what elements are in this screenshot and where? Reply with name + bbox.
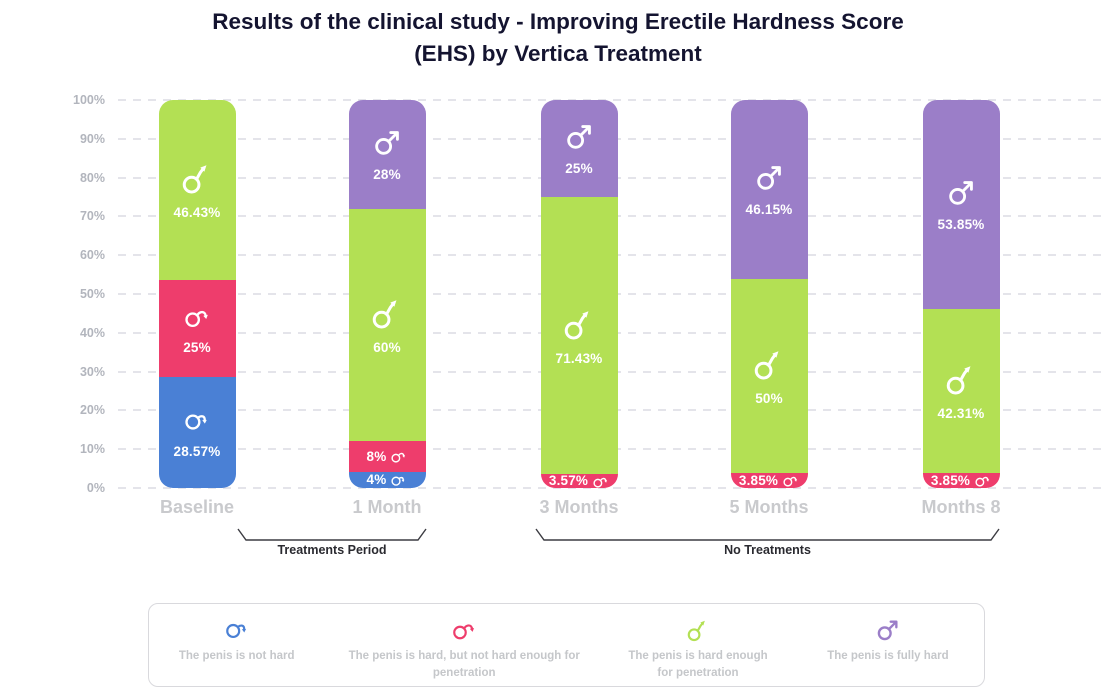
legend-item-label: The penis is hard, but not hard enough f… bbox=[348, 650, 580, 680]
male-rising-icon bbox=[179, 160, 215, 196]
male-rising-icon bbox=[369, 295, 405, 331]
male-semi-icon bbox=[390, 448, 407, 465]
y-axis-tick-label: 0% bbox=[86, 481, 105, 495]
bar-baseline: 46.43% 25% 28.57% bbox=[158, 100, 236, 488]
bracket-no-treatments: No Treatments bbox=[535, 528, 1000, 562]
chart-title: Results of the clinical study - Improvin… bbox=[0, 6, 1116, 70]
male-semi-icon bbox=[183, 303, 211, 331]
bar-segment-hard_enough: 60% bbox=[348, 208, 426, 442]
x-axis-label-baseline: Baseline bbox=[159, 497, 235, 517]
bar-segment-hard_enough: 42.31% bbox=[922, 308, 1000, 474]
male-semi-icon bbox=[451, 617, 477, 643]
bar-segment-not_hard: 4% bbox=[348, 472, 426, 488]
segment-value-label: 25% bbox=[565, 161, 593, 176]
y-axis-tick-label: 100% bbox=[73, 93, 105, 107]
legend: The penis is not hard The penis is hard, … bbox=[148, 603, 985, 687]
x-axis-label-5-months: 5 Months bbox=[729, 497, 809, 517]
bar-segment-hard_enough: 71.43% bbox=[540, 197, 618, 475]
legend-item-fully_hard: The penis is fully hard bbox=[792, 617, 984, 665]
y-axis-tick-label: 50% bbox=[79, 287, 105, 301]
legend-item-label: The penis is not hard bbox=[178, 650, 295, 662]
y-axis-tick-label: 70% bbox=[79, 209, 105, 224]
male-rising-icon bbox=[561, 306, 597, 342]
male-straight-icon bbox=[564, 121, 595, 152]
y-axis-tick-label: 90% bbox=[79, 131, 105, 146]
bracket-label: Treatments Period bbox=[277, 543, 387, 557]
y-axis-tick-label: 40% bbox=[79, 325, 105, 340]
male-droop-icon bbox=[224, 617, 250, 643]
bar-1-month: 28% 60% 8% 4% bbox=[348, 100, 426, 488]
male-straight-icon bbox=[875, 617, 901, 643]
segment-value-label: 3.85% bbox=[738, 472, 779, 488]
male-semi-icon bbox=[974, 472, 991, 488]
y-axis-tick-label: 80% bbox=[79, 170, 105, 185]
legend-item-hard_not_enough: The penis is hard, but not hard enough f… bbox=[324, 617, 604, 683]
segment-value-label: 46.43% bbox=[173, 205, 221, 221]
bar-segment-hard_enough: 50% bbox=[730, 279, 808, 474]
bar-3-months: 25% 71.43% 3.57% bbox=[540, 100, 618, 488]
segment-value-label: 28% bbox=[373, 166, 401, 182]
segment-value-label: 42.31% bbox=[937, 405, 985, 421]
gridline bbox=[118, 487, 1106, 489]
x-axis-label-3-months: 3 Months bbox=[539, 497, 619, 517]
legend-item-label: The penis is hard enough for penetration bbox=[628, 650, 768, 680]
chart-title-line1: Results of the clinical study - Improvin… bbox=[212, 9, 904, 34]
segment-value-label: 46.15% bbox=[745, 202, 793, 218]
x-axis-label-months-8: Months 8 bbox=[921, 497, 1001, 517]
bar-segment-hard_not_enough: 3.85% bbox=[730, 472, 808, 488]
male-rising-icon bbox=[943, 361, 979, 397]
male-rising-icon bbox=[751, 346, 787, 382]
y-axis-tick-label: 60% bbox=[79, 248, 105, 263]
y-axis-tick-label: 30% bbox=[79, 364, 105, 379]
segment-value-label: 3.85% bbox=[930, 472, 971, 488]
bracket-label: No Treatments bbox=[724, 543, 811, 557]
male-semi-icon bbox=[592, 473, 609, 488]
segment-value-label: 8% bbox=[366, 449, 387, 465]
x-axis-label-1-month: 1 Month bbox=[352, 497, 422, 517]
legend-item-not_hard: The penis is not hard bbox=[149, 617, 324, 665]
legend-item-hard_enough: The penis is hard enough for penetration bbox=[604, 617, 792, 683]
segment-value-label: 28.57% bbox=[173, 443, 221, 459]
male-straight-icon bbox=[754, 162, 785, 193]
bar-segment-hard_enough: 46.43% bbox=[158, 100, 236, 281]
bracket-line bbox=[535, 528, 1000, 541]
bar-segment-hard_not_enough: 25% bbox=[158, 280, 236, 378]
bar-segment-fully_hard: 25% bbox=[540, 100, 618, 197]
segment-value-label: 53.85% bbox=[937, 216, 985, 232]
bar-segment-hard_not_enough: 3.57% bbox=[540, 473, 618, 488]
male-straight-icon bbox=[372, 127, 403, 158]
bracket-line bbox=[237, 528, 427, 541]
bar-segment-hard_not_enough: 8% bbox=[348, 441, 426, 473]
segment-value-label: 60% bbox=[373, 340, 401, 356]
male-rising-icon bbox=[685, 617, 711, 643]
legend-item-label: The penis is fully hard bbox=[827, 650, 949, 662]
male-semi-icon bbox=[782, 472, 799, 488]
gridline bbox=[118, 99, 1106, 101]
male-droop-icon bbox=[390, 472, 407, 488]
segment-value-label: 25% bbox=[183, 339, 211, 355]
bracket-treatments-period: Treatments Period bbox=[237, 528, 427, 562]
segment-value-label: 4% bbox=[366, 472, 387, 488]
male-straight-icon bbox=[946, 177, 977, 208]
male-droop-icon bbox=[183, 407, 211, 435]
y-axis-tick-label: 10% bbox=[79, 442, 105, 457]
bar-months-8: 53.85% 42.31% 3.85% bbox=[922, 100, 1000, 488]
bar-segment-fully_hard: 46.15% bbox=[730, 100, 808, 280]
y-axis-tick-label: 20% bbox=[79, 403, 105, 418]
segment-value-label: 50% bbox=[755, 391, 783, 407]
segment-value-label: 3.57% bbox=[548, 473, 589, 488]
plot-area: 100% 90% 80% 70% 60% 50% 40% 30% 20% 10% 0% 46.43% 2… bbox=[73, 93, 1106, 495]
chart-title-line2: (EHS) by Vertica Treatment bbox=[414, 40, 702, 66]
segment-value-label: 71.43% bbox=[555, 350, 603, 366]
bar-segment-hard_not_enough: 3.85% bbox=[922, 472, 1000, 488]
bar-segment-fully_hard: 53.85% bbox=[922, 100, 1000, 309]
bar-segment-fully_hard: 28% bbox=[348, 100, 426, 209]
bar-segment-not_hard: 28.57% bbox=[158, 377, 236, 488]
bar-5-months: 46.15% 50% 3.85% bbox=[730, 100, 808, 488]
